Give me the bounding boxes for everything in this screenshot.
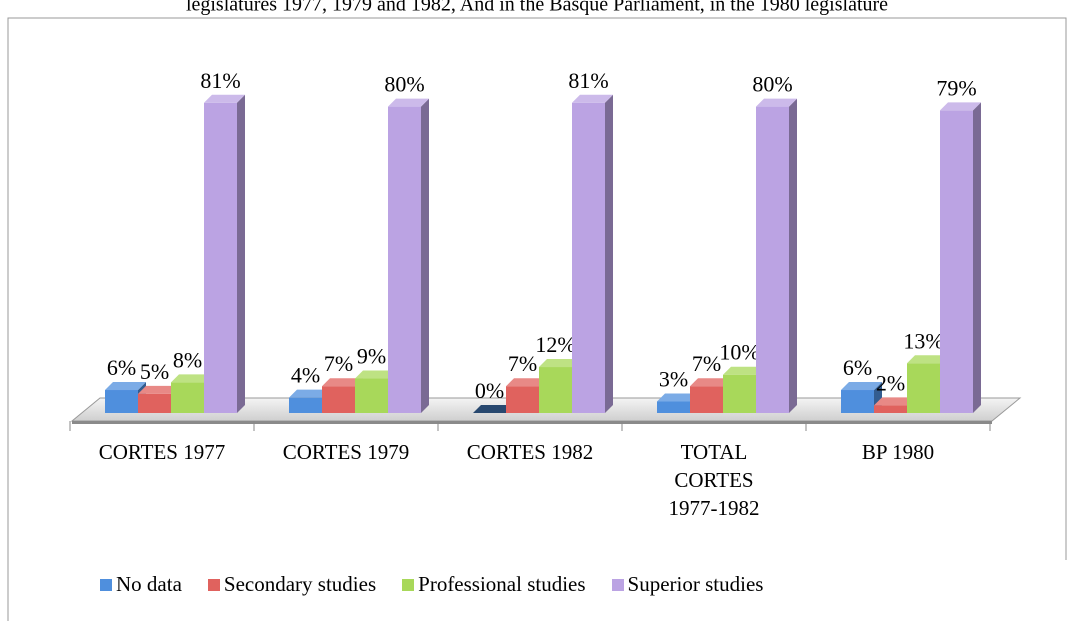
bar-top: [388, 98, 429, 107]
legend-item: Professional studies: [402, 572, 586, 597]
bar: [105, 390, 138, 413]
bar: [388, 106, 421, 413]
bar: [841, 390, 874, 413]
bar: [506, 386, 539, 413]
data-label: 4%: [291, 363, 320, 388]
bar-side: [789, 98, 797, 413]
bar-top: [322, 378, 363, 387]
data-label: 10%: [719, 340, 759, 365]
legend: No data Secondary studies Professional stu…: [100, 572, 763, 597]
bar-top: [907, 355, 948, 364]
bar-top: [355, 370, 396, 379]
data-label: 7%: [324, 351, 353, 376]
bar-side: [973, 102, 981, 414]
data-label: 2%: [876, 370, 905, 395]
bar-side: [421, 98, 429, 413]
bar-top: [874, 397, 915, 406]
data-label: 80%: [752, 72, 792, 97]
bar: [690, 386, 723, 413]
bar-top: [756, 98, 797, 107]
bar: [907, 363, 940, 413]
legend-swatch: [611, 578, 624, 591]
bar: [539, 367, 572, 413]
bar-top: [940, 102, 981, 111]
bar-top: [105, 382, 146, 391]
bar: [289, 397, 322, 413]
legend-swatch: [207, 578, 220, 591]
legend-swatch: [402, 578, 415, 591]
bar: [572, 102, 605, 414]
data-label: 12%: [535, 332, 575, 357]
legend-item: Superior studies: [611, 572, 764, 597]
bar-side: [237, 94, 245, 414]
bar-top: [506, 378, 547, 387]
bar: [657, 401, 690, 413]
data-label: 0%: [475, 378, 504, 403]
chart-title: legislatures 1977, 1979 and 1982, And in…: [186, 0, 888, 16]
x-tick-label: CORTES 1979: [282, 440, 410, 464]
bar: [723, 374, 756, 413]
data-label: 80%: [384, 72, 424, 97]
frame: [7, 17, 1067, 621]
data-label: 8%: [173, 347, 202, 372]
bar-top: [572, 94, 613, 103]
legend-swatch: [100, 578, 112, 591]
data-label: 79%: [936, 75, 976, 100]
bar: [940, 110, 973, 414]
bar-top: [723, 366, 764, 375]
legend-label: No data: [116, 572, 182, 596]
bar-top: [539, 359, 580, 368]
bar: [355, 378, 388, 413]
bar-side: [605, 94, 613, 414]
bar-top: [657, 393, 698, 402]
legend-item: Secondary studies: [207, 572, 377, 597]
bar: [171, 382, 204, 413]
legend-label: Secondary studies: [223, 572, 377, 596]
bar-top: [690, 378, 731, 387]
data-label: 81%: [568, 68, 608, 93]
bar-top: [473, 405, 514, 413]
data-label: 3%: [659, 367, 688, 392]
floor-edge: [72, 421, 992, 424]
data-label: 7%: [692, 351, 721, 376]
data-label: 7%: [508, 351, 537, 376]
bar-top: [138, 385, 179, 394]
data-label: 6%: [107, 355, 136, 380]
bar-top: [289, 389, 330, 398]
data-label: 13%: [903, 328, 943, 353]
x-tick-label: TOTAL CORTES 1977-1982: [668, 440, 760, 520]
legend-label: Professional studies: [418, 572, 586, 596]
data-label: 81%: [200, 68, 240, 93]
x-tick-label: CORTES 1977: [98, 440, 226, 464]
bar: [204, 102, 237, 414]
data-label: 6%: [843, 355, 872, 380]
data-label: 9%: [357, 344, 386, 369]
x-tick-label: BP 1980: [861, 440, 935, 464]
bar-top: [204, 94, 245, 103]
bar: [138, 393, 171, 413]
data-label: 5%: [140, 359, 169, 384]
legend-item: No data: [100, 572, 182, 597]
bar-top: [841, 382, 882, 391]
bar: [322, 386, 355, 413]
x-tick-label: CORTES 1982: [466, 440, 594, 464]
bar: [874, 405, 907, 413]
bar-top: [171, 374, 212, 383]
bar: [756, 106, 789, 413]
legend-label: Superior studies: [627, 572, 764, 596]
